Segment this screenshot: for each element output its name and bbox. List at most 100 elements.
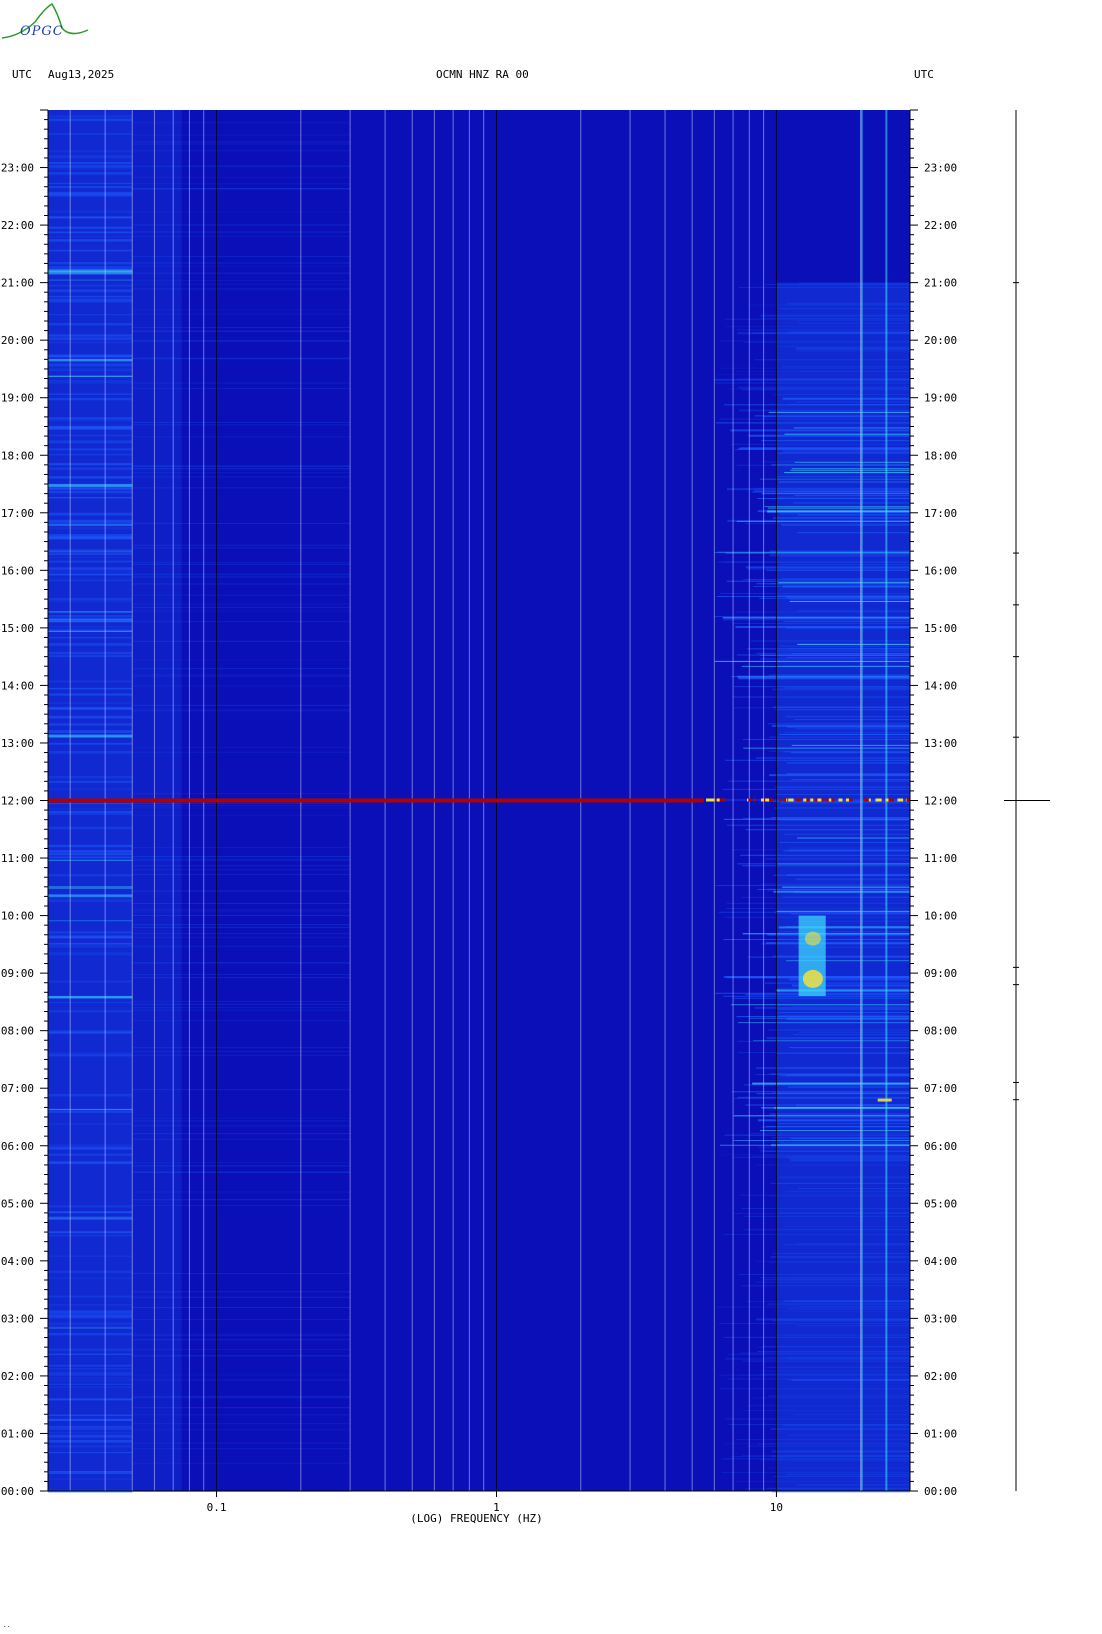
high-freq-streak [734, 448, 910, 450]
low-freq-streak [48, 1146, 133, 1150]
mid-freq-streak [132, 1138, 351, 1140]
high-freq-streak [783, 833, 910, 835]
high-freq-streak [784, 687, 910, 689]
high-freq-streak [797, 643, 910, 645]
low-freq-streak [48, 262, 133, 265]
low-freq-streak [48, 523, 133, 526]
high-freq-streak [724, 404, 910, 406]
low-freq-streak [48, 476, 133, 479]
high-freq-streak [761, 883, 910, 885]
high-freq-streak [756, 1347, 910, 1349]
low-freq-streak [48, 368, 133, 372]
event-dot [885, 798, 889, 802]
mid-freq-streak [132, 309, 351, 311]
high-freq-streak [795, 347, 910, 350]
high-freq-streak [737, 1040, 910, 1042]
mid-freq-streak [132, 1272, 351, 1274]
mid-freq-streak [132, 1120, 351, 1122]
mid-freq-streak [132, 1379, 351, 1381]
low-freq-streak [48, 172, 133, 175]
mid-freq-streak [132, 610, 351, 612]
event-dot [706, 798, 710, 802]
mid-freq-streak [132, 1199, 351, 1201]
high-freq-streak [728, 780, 910, 782]
right-time-label: 20:00 [924, 334, 957, 347]
mid-freq-streak [132, 914, 351, 916]
low-freq-streak [48, 936, 133, 939]
high-freq-streak [747, 648, 910, 650]
low-freq-streak [48, 1327, 133, 1329]
right-time-label: 11:00 [924, 852, 957, 865]
event-dot [803, 798, 807, 802]
mid-freq-streak [132, 1009, 351, 1011]
low-freq-streak [48, 951, 133, 953]
mid-freq-streak [132, 674, 351, 676]
mid-freq-streak [132, 465, 351, 467]
low-freq-streak [48, 629, 133, 633]
high-freq-streak [723, 1336, 910, 1338]
low-freq-streak [48, 637, 133, 639]
high-freq-streak [743, 579, 910, 581]
mid-freq-streak [132, 1407, 351, 1409]
low-freq-streak [48, 715, 133, 719]
high-freq-streak [755, 1164, 910, 1166]
low-freq-streak [48, 272, 133, 275]
right-time-label: 04:00 [924, 1255, 957, 1268]
low-freq-streak [48, 217, 133, 219]
high-freq-streak [737, 332, 910, 335]
high-freq-streak [768, 1467, 910, 1469]
event-dot [748, 798, 752, 802]
mid-freq-streak [132, 563, 351, 565]
high-freq-streak [790, 752, 910, 754]
low-freq-streak [48, 844, 133, 848]
low-freq-streak [48, 803, 133, 805]
high-freq-streak [784, 433, 910, 435]
mid-freq-streak [132, 330, 351, 332]
high-freq-streak [782, 578, 910, 580]
high-freq-streak [754, 1260, 910, 1262]
high-freq-streak [773, 706, 910, 708]
mid-freq-streak [132, 288, 351, 290]
low-freq-streak [48, 1445, 133, 1448]
high-freq-streak [796, 1137, 910, 1139]
low-freq-streak [48, 1216, 133, 1220]
mid-freq-streak [132, 603, 351, 605]
high-freq-streak [774, 807, 910, 809]
x-tick-label: 10 [770, 1501, 783, 1514]
low-freq-streak [48, 599, 133, 602]
high-freq-streak [751, 1155, 910, 1157]
low-freq-streak [48, 418, 133, 422]
mid-freq-streak [132, 574, 351, 576]
event-dot [788, 798, 792, 802]
low-freq-streak [48, 133, 133, 135]
high-freq-streak [766, 1356, 910, 1358]
low-freq-streak [48, 427, 133, 431]
left-time-label: 08:00 [1, 1025, 34, 1038]
high-freq-streak [735, 625, 910, 628]
event-dot [795, 798, 799, 802]
high-freq-streak [733, 622, 910, 624]
high-freq-streak [741, 389, 910, 391]
high-freq-streak [737, 863, 910, 865]
low-freq-streak [48, 1385, 133, 1389]
low-freq-streak [48, 239, 133, 242]
harmonic-line [860, 110, 863, 1491]
high-freq-streak [798, 282, 910, 284]
low-freq-streak [48, 1217, 133, 1220]
mid-freq-streak [132, 1462, 351, 1464]
high-freq-streak [733, 1213, 910, 1215]
high-freq-streak [796, 320, 910, 322]
low-freq-streak [48, 850, 133, 853]
high-freq-streak [750, 1132, 910, 1134]
high-freq-streak [761, 493, 910, 495]
mid-freq-streak [132, 1395, 351, 1397]
low-freq-streak [48, 894, 133, 897]
low-freq-streak [48, 448, 133, 451]
high-freq-streak [797, 514, 910, 516]
high-freq-streak [745, 994, 910, 996]
high-freq-streak [714, 378, 910, 381]
mid-freq-streak [132, 807, 351, 809]
mid-freq-streak [132, 467, 351, 469]
high-freq-streak [769, 554, 910, 557]
low-freq-streak [48, 239, 133, 242]
